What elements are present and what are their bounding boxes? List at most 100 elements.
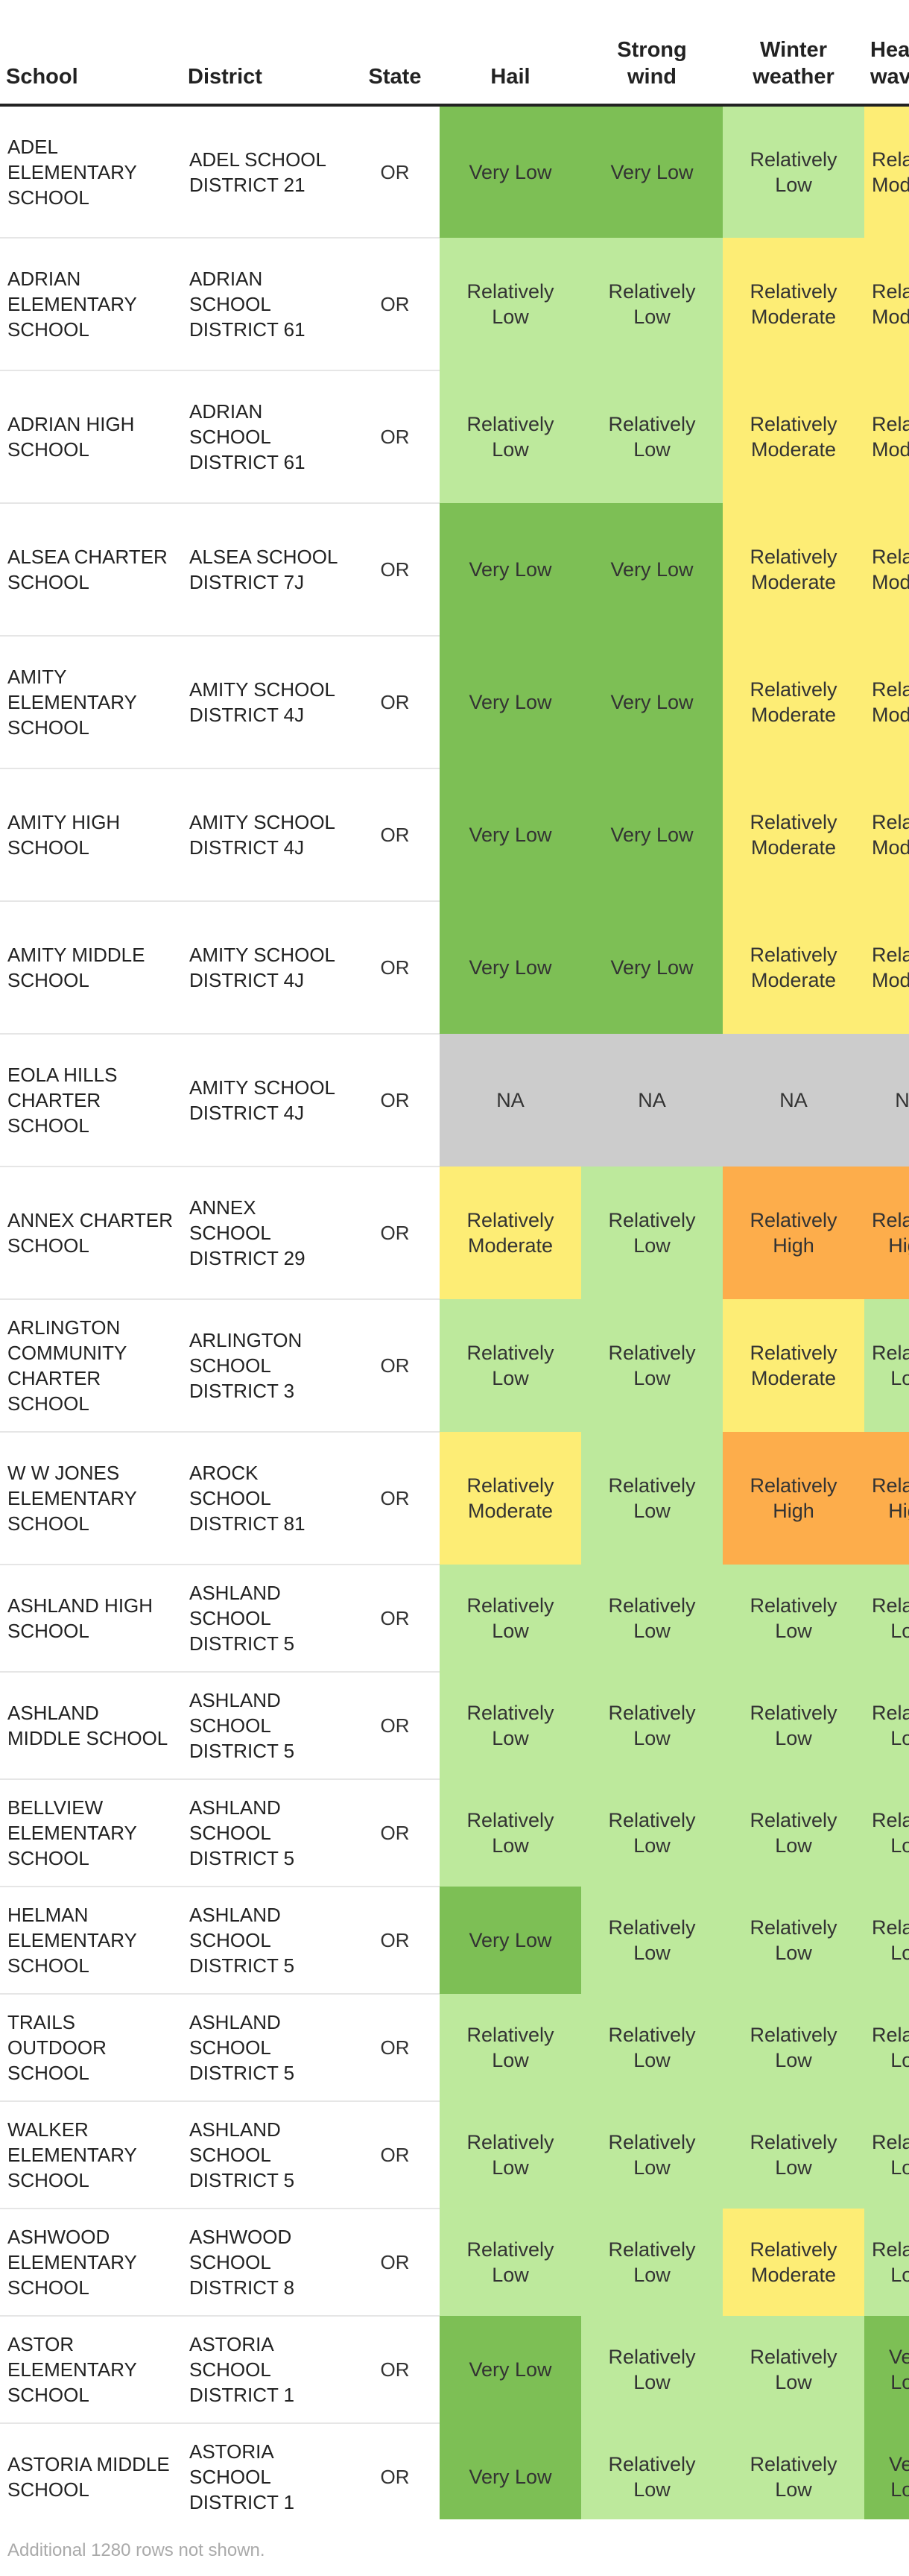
district-cell: ASHLAND SCHOOL DISTRICT 5 (182, 1887, 350, 1995)
school-risk-table: School District State Hail Strong wind Wi… (0, 0, 909, 2519)
heat-wave-cell: Relatively Low (864, 1887, 909, 1994)
hail-cell: Relatively Low (440, 1672, 581, 1779)
winter-weather-cell: Relatively Moderate (723, 1299, 864, 1432)
heat-wave-cell: Relatively Low (864, 1994, 909, 2101)
column-header-strong-wind[interactable]: Strong wind (581, 0, 723, 107)
state-cell: OR (350, 2316, 440, 2424)
hail-cell: Relatively Moderate (440, 1432, 581, 1565)
school-cell: EOLA HILLS CHARTER SCHOOL (0, 1034, 182, 1167)
school-cell: AMITY MIDDLE SCHOOL (0, 901, 182, 1035)
strong-wind-cell: Relatively Low (581, 238, 723, 370)
strong-wind-cell: Very Low (581, 901, 723, 1034)
strong-wind-cell: Relatively Low (581, 2316, 723, 2423)
hail-cell: Relatively Low (440, 2209, 581, 2316)
header-line: Strong (617, 38, 687, 62)
table-row: ADRIAN HIGH SCHOOL ADRIAN SCHOOL DISTRICT… (0, 370, 909, 504)
state-cell: OR (350, 2101, 440, 2209)
table-header: School District State Hail Strong wind Wi… (0, 0, 909, 107)
state-cell: OR (350, 1034, 440, 1167)
hail-cell: Very Low (440, 768, 581, 901)
school-cell: ASTORIA MIDDLE SCHOOL (0, 2423, 182, 2519)
header-line: Winter (760, 38, 827, 62)
district-cell: AMITY SCHOOL DISTRICT 4J (182, 901, 350, 1035)
winter-weather-cell: Relatively Moderate (723, 503, 864, 636)
state-cell: OR (350, 1887, 440, 1995)
hail-cell: Very Low (440, 636, 581, 768)
table-row: ANNEX CHARTER SCHOOL ANNEX SCHOOL DISTRIC… (0, 1167, 909, 1300)
column-header-winter-weather[interactable]: Winter weather (723, 0, 864, 107)
state-cell: OR (350, 1432, 440, 1565)
strong-wind-cell: Relatively Low (581, 1565, 723, 1672)
state-cell: OR (350, 901, 440, 1035)
district-cell: AMITY SCHOOL DISTRICT 4J (182, 768, 350, 902)
strong-wind-cell: Relatively Low (581, 1167, 723, 1299)
header-line: wind (627, 65, 677, 89)
district-cell: ASHLAND SCHOOL DISTRICT 5 (182, 1994, 350, 2102)
column-header-state[interactable]: State (350, 0, 440, 107)
heat-wave-cell: Relatively High (864, 1432, 909, 1565)
table-row: ADRIAN ELEMENTARY SCHOOL ADRIAN SCHOOL DI… (0, 238, 909, 371)
winter-weather-cell: Relatively Low (723, 1994, 864, 2101)
winter-weather-cell: Relatively Moderate (723, 238, 864, 370)
strong-wind-cell: NA (581, 1034, 723, 1167)
column-header-district[interactable]: District (182, 0, 350, 107)
strong-wind-cell: Relatively Low (581, 1299, 723, 1432)
district-cell: ASHLAND SCHOOL DISTRICT 5 (182, 1672, 350, 1780)
district-cell: AROCK SCHOOL DISTRICT 81 (182, 1432, 350, 1565)
state-cell: OR (350, 1299, 440, 1433)
school-cell: ANNEX CHARTER SCHOOL (0, 1167, 182, 1300)
strong-wind-cell: Relatively Low (581, 1994, 723, 2101)
school-cell: ASHLAND HIGH SCHOOL (0, 1565, 182, 1673)
column-header-school[interactable]: School (0, 0, 182, 107)
heat-wave-cell: Relatively Low (864, 1672, 909, 1779)
strong-wind-cell: Relatively Low (581, 1887, 723, 1994)
table-row: ALSEA CHARTER SCHOOL ALSEA SCHOOL DISTRIC… (0, 503, 909, 637)
hail-cell: Relatively Moderate (440, 1167, 581, 1299)
school-cell: WALKER ELEMENTARY SCHOOL (0, 2101, 182, 2209)
school-cell: ASTOR ELEMENTARY SCHOOL (0, 2316, 182, 2424)
strong-wind-cell: Very Low (581, 768, 723, 901)
state-cell: OR (350, 636, 440, 769)
hail-cell: Very Low (440, 2316, 581, 2423)
column-header-heat-wave[interactable]: Heat wave (864, 0, 909, 107)
table-row: ASTOR ELEMENTARY SCHOOL ASTORIA SCHOOL DI… (0, 2316, 909, 2424)
state-cell: OR (350, 768, 440, 902)
school-cell: AMITY ELEMENTARY SCHOOL (0, 636, 182, 769)
header-row: School District State Hail Strong wind Wi… (0, 0, 909, 107)
school-cell: W W JONES ELEMENTARY SCHOOL (0, 1432, 182, 1565)
state-cell: OR (350, 1565, 440, 1673)
school-cell: ADRIAN ELEMENTARY SCHOOL (0, 238, 182, 371)
table-row: ARLINGTON COMMUNITY CHARTER SCHOOL ARLING… (0, 1299, 909, 1433)
heat-wave-cell: Relatively Low (864, 1779, 909, 1887)
heat-wave-cell: Relatively Moderate (864, 105, 909, 238)
hail-cell: Very Low (440, 2423, 581, 2519)
hail-cell: Relatively Low (440, 1299, 581, 1432)
winter-weather-cell: NA (723, 1034, 864, 1167)
heat-wave-cell: NA (864, 1034, 909, 1167)
strong-wind-cell: Relatively Low (581, 1779, 723, 1887)
strong-wind-cell: Relatively Low (581, 370, 723, 503)
district-cell: ADRIAN SCHOOL DISTRICT 61 (182, 370, 350, 504)
column-header-hail[interactable]: Hail (440, 0, 581, 107)
winter-weather-cell: Relatively Low (723, 2101, 864, 2209)
school-cell: ADEL ELEMENTARY SCHOOL (0, 105, 182, 239)
district-cell: AMITY SCHOOL DISTRICT 4J (182, 1034, 350, 1167)
table-row: TRAILS OUTDOOR SCHOOL ASHLAND SCHOOL DIST… (0, 1994, 909, 2102)
winter-weather-cell: Relatively High (723, 1167, 864, 1299)
hail-cell: Relatively Low (440, 2101, 581, 2209)
school-cell: AMITY HIGH SCHOOL (0, 768, 182, 902)
heat-wave-cell: Relatively Low (864, 2101, 909, 2209)
heat-wave-cell: Relatively Moderate (864, 238, 909, 370)
table-row: ASTORIA MIDDLE SCHOOL ASTORIA SCHOOL DIST… (0, 2423, 909, 2519)
winter-weather-cell: Relatively Low (723, 2423, 864, 2519)
state-cell: OR (350, 370, 440, 504)
hail-cell: Relatively Low (440, 1994, 581, 2101)
table-row: AMITY HIGH SCHOOL AMITY SCHOOL DISTRICT 4… (0, 768, 909, 902)
school-cell: ADRIAN HIGH SCHOOL (0, 370, 182, 504)
winter-weather-cell: Relatively Moderate (723, 636, 864, 768)
hail-cell: Very Low (440, 105, 581, 238)
winter-weather-cell: Relatively Low (723, 1565, 864, 1672)
table-row: W W JONES ELEMENTARY SCHOOL AROCK SCHOOL … (0, 1432, 909, 1565)
strong-wind-cell: Relatively Low (581, 2209, 723, 2316)
district-cell: ASHWOOD SCHOOL DISTRICT 8 (182, 2209, 350, 2317)
